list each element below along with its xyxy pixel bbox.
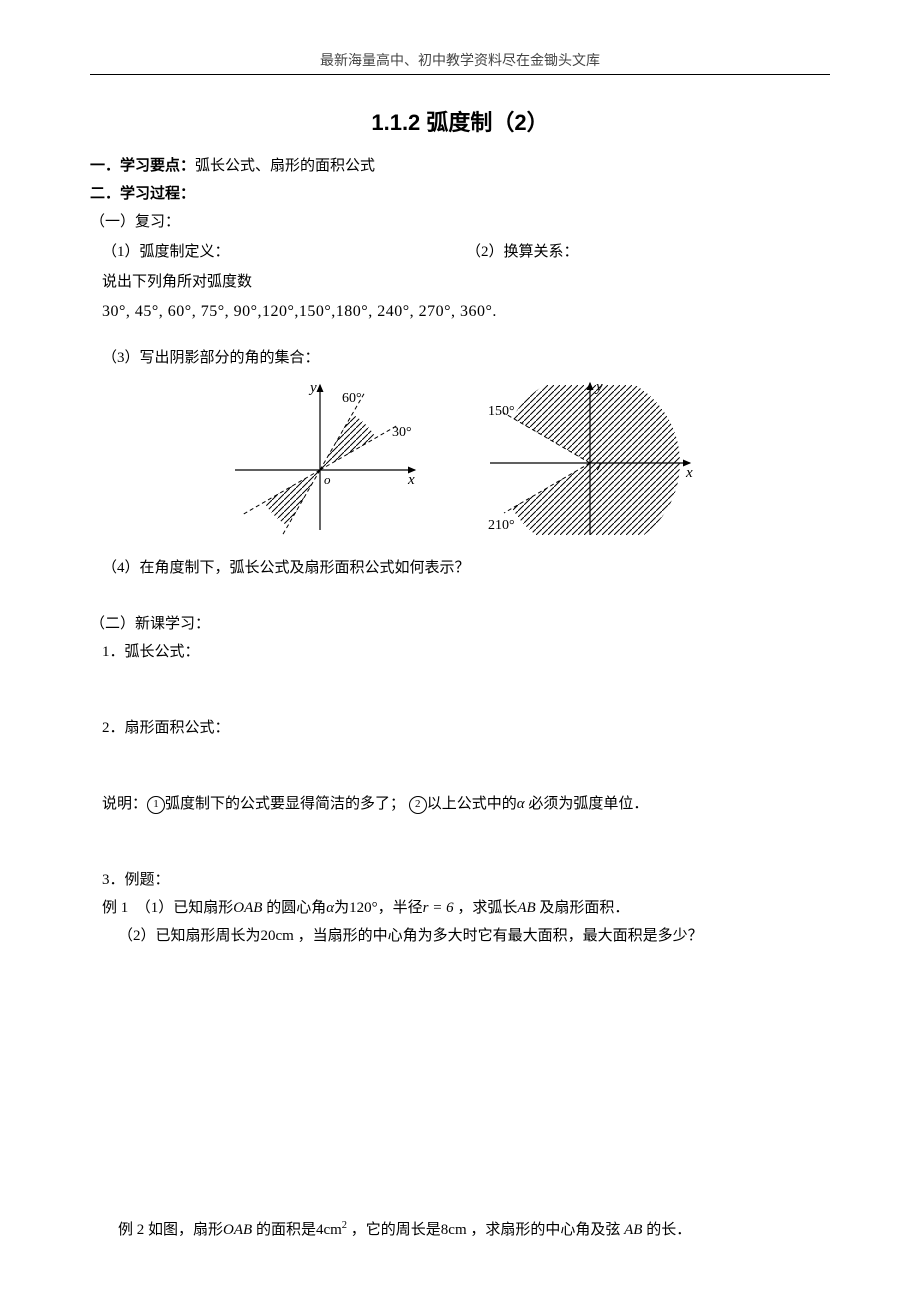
fig1-xlabel: x	[407, 472, 415, 488]
ex2-c: ，它的周长是	[347, 1222, 441, 1238]
ex2-e: 的长．	[642, 1222, 691, 1238]
ex1-lead: 例 1 （1）已知扇形	[102, 900, 233, 916]
review-heading: （一）复习：	[90, 209, 830, 235]
lesson-heading: （二）新课学习：	[90, 611, 830, 637]
ex2-b: 的面积是	[252, 1222, 316, 1238]
ex1-r: r = 6	[423, 900, 454, 916]
ex1-mid2: 为	[334, 900, 349, 916]
ex1b-20: 20cm	[261, 928, 294, 944]
ex1-oab: OAB	[233, 900, 262, 916]
lesson-note: 说明：1弧度制下的公式要显得简洁的多了； 2以上公式中的α 必须为弧度单位．	[90, 791, 830, 817]
ex2-d: ，求扇形的中心角及弦	[467, 1222, 625, 1238]
page-header: 最新海量高中、初中教学资料尽在金锄头文库	[90, 50, 830, 74]
fig2-angle210: 210°	[488, 518, 515, 533]
note1: 弧度制下的公式要显得简洁的多了；	[165, 796, 405, 812]
ex1-alpha: α	[326, 900, 334, 916]
lesson-p3: 3．例题：	[90, 867, 830, 893]
note2a: 以上公式中的	[427, 796, 517, 812]
angle-list: 30°, 45°, 60°, 75°, 90°,120°,150°,180°, …	[90, 299, 830, 325]
ex1-mid3: ，半径	[378, 900, 423, 916]
fig1-origin: o	[324, 472, 331, 487]
section-a-label: 一．学习要点：	[90, 157, 195, 174]
review-tell: 说出下列角所对弧度数	[90, 269, 830, 295]
note2b: 必须为弧度单位．	[528, 796, 648, 812]
lesson-p1: 1．弧长公式：	[90, 639, 830, 665]
review-item3: （3）写出阴影部分的角的集合：	[90, 345, 830, 371]
lesson-p2: 2．扇形面积公式：	[90, 715, 830, 741]
example-1a: 例 1 （1）已知扇形OAB 的圆心角α为120°，半径r = 6 ，求弧长AB…	[90, 895, 830, 921]
section-a-text: 弧长公式、扇形的面积公式	[195, 158, 375, 174]
ex2-oab: OAB	[223, 1222, 252, 1238]
example-1b: （2）已知扇形周长为20cm ，当扇形的中心角为多大时它有最大面积，最大面积是多…	[90, 923, 830, 949]
section-a: 一．学习要点：弧长公式、扇形的面积公式	[90, 153, 830, 179]
figure-2: y x 150° 210°	[465, 375, 705, 545]
page-title: 1.1.2 弧度制（2）	[90, 105, 830, 137]
ex1b-b: ，当扇形的中心角为多大时它有最大面积，最大面积是多少？	[294, 928, 703, 944]
alpha: α	[517, 796, 525, 812]
review-item2: （2）换算关系：	[466, 239, 830, 265]
figure-1: y x o 60° 30°	[215, 375, 435, 535]
ex2-4: 4cm2	[316, 1222, 347, 1238]
fig2-angle150: 150°	[488, 404, 515, 419]
ex2-8: 8cm	[441, 1222, 467, 1238]
review-item4: （4）在角度制下，弧长公式及扇形面积公式如何表示？	[90, 555, 830, 581]
circled-2-icon: 2	[409, 796, 427, 814]
fig2-xlabel: x	[685, 465, 693, 481]
ex1-mid4: ，求弧长	[454, 900, 518, 916]
fig1-angle30: 30°	[392, 425, 412, 440]
header-rule	[90, 74, 830, 75]
circled-1-icon: 1	[147, 796, 165, 814]
ex1-ab: AB	[517, 900, 535, 916]
example-2: 例 2 如图，扇形OAB 的面积是4cm2 ，它的周长是8cm ，求扇形的中心角…	[90, 1213, 830, 1243]
fig2-ylabel: y	[594, 379, 603, 395]
fig1-angle60: 60°	[342, 391, 362, 406]
ex1-end: 及扇形面积．	[536, 900, 630, 916]
ex2-a: 例 2 如图，扇形	[118, 1222, 223, 1238]
ex1-mid1: 的圆心角	[262, 900, 326, 916]
note-lead: 说明：	[102, 796, 147, 812]
section-b-label: 二．学习过程：	[90, 181, 830, 207]
fig1-ylabel: y	[308, 380, 317, 396]
ex1b-a: （2）已知扇形周长为	[118, 928, 261, 944]
review-item1: （1）弧度制定义：	[90, 239, 466, 265]
ex2-ab: AB	[624, 1222, 642, 1238]
ex1-120: 120°	[349, 900, 378, 916]
